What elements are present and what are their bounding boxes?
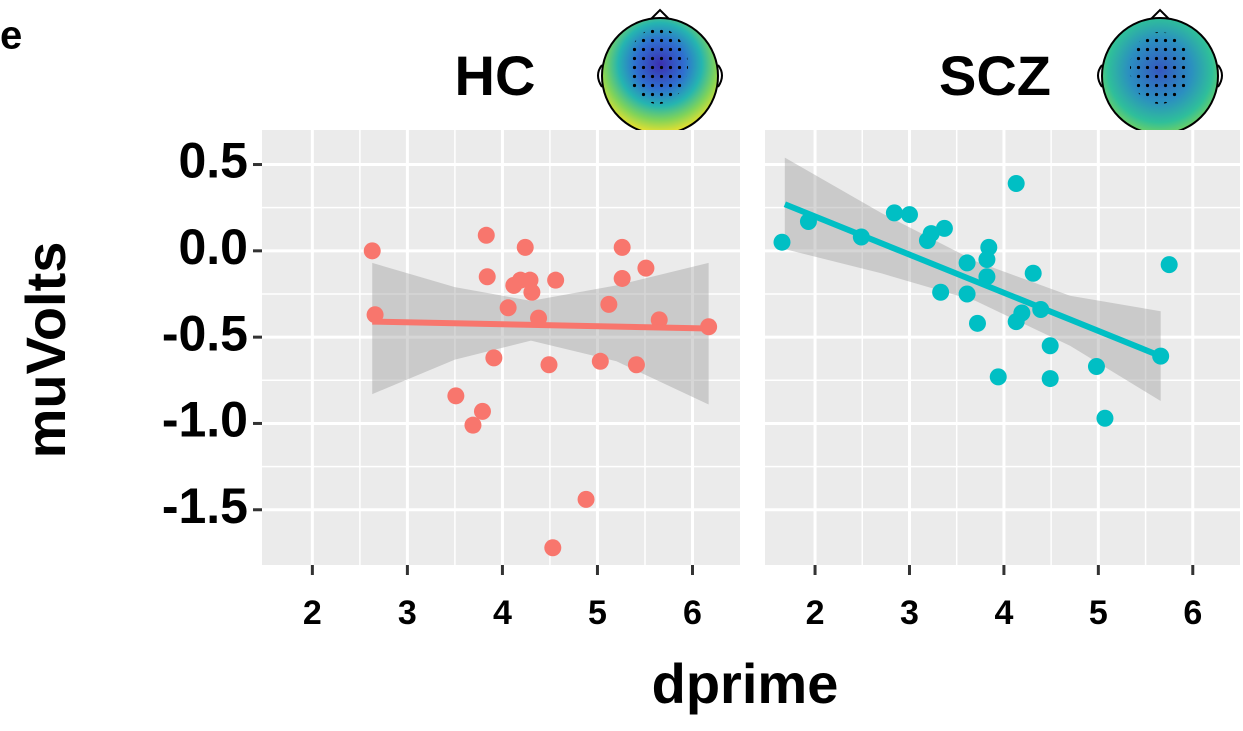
x-tick-label: 4	[493, 594, 512, 632]
point	[473, 402, 491, 420]
point	[1096, 409, 1114, 427]
point	[363, 242, 381, 260]
point	[477, 226, 495, 244]
point	[978, 250, 996, 268]
point	[900, 206, 918, 224]
point	[485, 349, 503, 367]
point	[447, 387, 465, 405]
y-tick-label: 0.5	[178, 133, 248, 189]
panel-label: e	[0, 14, 22, 58]
x-tick-label: 2	[806, 594, 825, 632]
x-tick-label: 6	[1183, 594, 1202, 632]
point	[613, 269, 631, 287]
panel-title: HC	[455, 44, 536, 107]
y-tick-label: -0.5	[162, 305, 248, 361]
point	[1007, 175, 1025, 193]
point	[540, 356, 558, 374]
point	[577, 490, 595, 508]
panel-title: SCZ	[939, 44, 1051, 107]
x-tick-label: 4	[994, 594, 1013, 632]
point	[544, 539, 562, 557]
y-tick-label: -1.5	[162, 478, 248, 534]
point	[1041, 370, 1059, 388]
y-axis-label: muVolts	[14, 242, 77, 459]
point	[464, 416, 482, 434]
point	[968, 314, 986, 332]
point	[958, 254, 976, 272]
point	[885, 204, 903, 222]
point	[932, 283, 950, 301]
point	[627, 356, 645, 374]
x-tick-label: 5	[1089, 594, 1108, 632]
point	[499, 299, 517, 317]
point	[516, 238, 534, 256]
x-tick-label: 6	[683, 594, 702, 632]
x-tick-label: 3	[398, 594, 417, 632]
point	[637, 259, 655, 277]
point	[1024, 264, 1042, 282]
y-tick-label: 0.0	[178, 219, 248, 275]
point	[600, 295, 618, 313]
confidence-band	[372, 262, 709, 405]
point	[935, 219, 953, 237]
point	[1087, 357, 1105, 375]
x-axis-label: dprime	[652, 652, 839, 715]
point	[1041, 337, 1059, 355]
fit-line	[372, 318, 709, 332]
point	[547, 271, 565, 289]
topomap	[597, 8, 723, 135]
x-tick-label: 2	[303, 594, 322, 632]
point	[958, 285, 976, 303]
point	[591, 352, 609, 370]
point	[523, 283, 541, 301]
x-tick-label: 5	[588, 594, 607, 632]
point	[613, 238, 631, 256]
fit-line	[783, 201, 1162, 359]
point	[478, 268, 496, 286]
point	[922, 225, 940, 243]
x-tick-label: 3	[900, 594, 919, 632]
topomap	[1097, 8, 1223, 135]
point	[1013, 304, 1031, 322]
point	[650, 311, 668, 329]
point	[1160, 256, 1178, 274]
point	[989, 368, 1007, 386]
point	[773, 233, 791, 251]
y-tick-label: -1.0	[162, 392, 248, 448]
